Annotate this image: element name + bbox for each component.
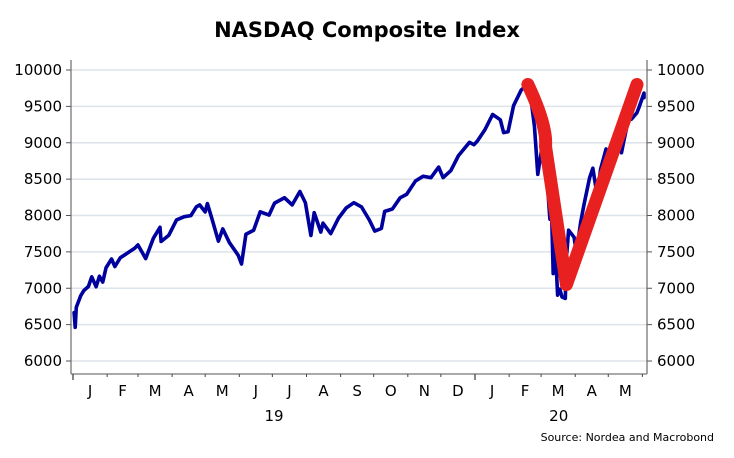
month-label: F <box>521 382 530 400</box>
month-label: N <box>419 382 430 400</box>
left-y-tick-label: 7500 <box>24 243 62 261</box>
month-label: A <box>587 382 598 400</box>
month-label: J <box>286 382 291 400</box>
right-y-tick-label: 6500 <box>657 316 695 334</box>
year-label: 20 <box>549 407 568 425</box>
left-y-tick-label: 9500 <box>24 97 62 115</box>
right-y-tick-label: 6000 <box>657 352 695 370</box>
month-label: J <box>87 382 92 400</box>
left-y-tick-label: 8000 <box>24 207 62 225</box>
month-label: F <box>118 382 127 400</box>
source-note: Source: Nordea and Macrobond <box>540 431 714 444</box>
month-label: A <box>318 382 329 400</box>
left-y-tick-label: 6500 <box>24 316 62 334</box>
right-y-tick-label: 7000 <box>657 279 695 297</box>
month-label: J <box>253 382 258 400</box>
month-label: M <box>619 382 632 400</box>
month-label: D <box>452 382 464 400</box>
month-label: A <box>184 382 195 400</box>
x-axis: J F M A M J J A S O N D J F M A M 19 20 <box>72 374 643 425</box>
right-y-axis: 6000 6500 7000 7500 8000 8500 9000 9500 10000 <box>647 61 705 370</box>
left-y-tick-label: 7000 <box>24 279 62 297</box>
right-y-tick-label: 9500 <box>657 97 695 115</box>
series-layer <box>72 81 646 330</box>
series-line-nasdaq <box>72 81 646 330</box>
red-v-annotation <box>521 78 644 292</box>
month-label: M <box>216 382 229 400</box>
axes <box>70 60 648 375</box>
month-label: J <box>489 382 494 400</box>
right-y-tick-label: 7500 <box>657 243 695 261</box>
month-label: M <box>149 382 162 400</box>
left-y-tick-label: 6000 <box>24 352 62 370</box>
left-y-axis: 6000 6500 7000 7500 8000 8500 9000 9500 10000 <box>14 61 71 370</box>
month-label: O <box>385 382 397 400</box>
year-label: 19 <box>264 407 283 425</box>
annotation-layer <box>521 78 644 292</box>
right-y-tick-label: 10000 <box>657 61 705 79</box>
left-y-tick-label: 10000 <box>14 61 62 79</box>
left-y-tick-label: 8500 <box>24 170 62 188</box>
right-y-tick-label: 8000 <box>657 207 695 225</box>
month-label: S <box>352 382 362 400</box>
right-y-tick-label: 9000 <box>657 134 695 152</box>
left-y-tick-label: 9000 <box>24 134 62 152</box>
chart-title: NASDAQ Composite Index <box>214 18 520 42</box>
month-label: M <box>552 382 565 400</box>
right-y-tick-label: 8500 <box>657 170 695 188</box>
